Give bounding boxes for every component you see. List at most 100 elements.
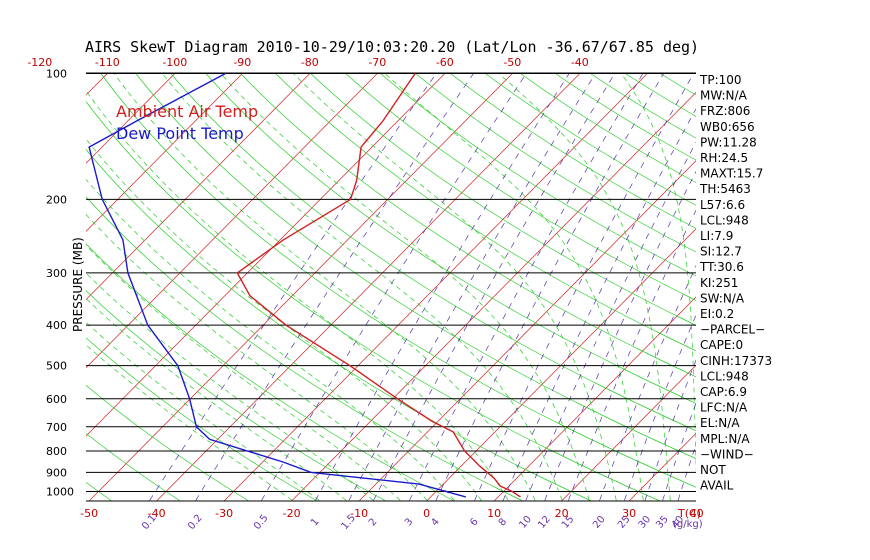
pressure-tick-label: 300 — [46, 267, 67, 280]
mixing-ratio-line — [315, 73, 570, 501]
dry-adiabat-line — [240, 73, 696, 378]
isotherm-line — [764, 73, 870, 501]
dry-adiabat-line — [0, 73, 43, 501]
dry-adiabat-line — [205, 73, 696, 404]
mixing-ratio-tick-label: 10 — [517, 514, 534, 531]
isotherm-line — [86, 73, 446, 437]
mixing-ratio-unit: (g/kg) — [673, 519, 703, 530]
pressure-tick-label: 500 — [46, 360, 67, 373]
dry-adiabat-line — [86, 384, 249, 501]
mixing-ratio-line — [348, 73, 596, 501]
mixing-ratio-line — [409, 73, 644, 501]
dry-adiabat-line — [484, 73, 696, 206]
mixing-ratio-line — [502, 108, 696, 501]
bottom-temp-tick-label: 30 — [622, 507, 636, 520]
mixing-ratio-tick-label: 8 — [497, 516, 510, 528]
moist-adiabat-line — [86, 244, 401, 501]
index-item: TT:30.6 — [699, 260, 744, 274]
mixing-ratio-tick-label: 2 — [367, 516, 380, 528]
pressure-tick-label: 700 — [46, 421, 67, 434]
mixing-ratio-line — [149, 73, 437, 501]
ambient-air-temp-line — [236, 73, 521, 498]
index-item: LI:7.9 — [700, 229, 733, 243]
dry-adiabat-line — [86, 337, 318, 501]
mixing-ratio-line — [568, 209, 696, 501]
top-temp-tick-label: -110 — [95, 56, 120, 69]
series-layer — [88, 73, 521, 498]
mixing-ratio-tick-label: 0.2 — [186, 513, 205, 532]
index-item: −WIND− — [700, 447, 754, 461]
index-item: WB0:656 — [700, 120, 755, 134]
index-item: KI:251 — [700, 276, 738, 290]
dry-adiabat-line — [86, 196, 524, 501]
bottom-temp-tick-label: -40 — [148, 507, 166, 520]
index-item: MW:N/A — [700, 89, 748, 103]
legend-ambient-air-temp: Ambient Air Temp — [116, 102, 258, 121]
pressure-tick-label: 600 — [46, 393, 67, 406]
index-item: AVAIL — [700, 479, 734, 493]
pressure-tick-label: 900 — [46, 466, 67, 479]
dry-adiabat-line — [379, 73, 696, 277]
isotherm-line — [223, 73, 649, 501]
dry-adiabat-line — [135, 73, 696, 459]
dry-adiabat-line — [554, 73, 696, 161]
top-temp-tick-label: -100 — [162, 56, 187, 69]
moist-adiabat-line — [620, 73, 696, 474]
mixing-ratio-tick-label: 6 — [468, 516, 481, 528]
mixing-ratio-line — [195, 73, 474, 501]
index-item: RH:24.5 — [700, 151, 748, 165]
dry-adiabat-line — [274, 73, 696, 352]
mixing-ratio-tick-label: 20 — [591, 514, 608, 531]
index-item: SW:N/A — [700, 291, 745, 305]
mixing-ratio-line — [435, 73, 664, 501]
bottom-temp-tick-label: 10 — [487, 507, 501, 520]
mixing-ratio-tick-label: 30 — [637, 514, 654, 531]
index-item: LCL:948 — [700, 369, 749, 383]
dry-adiabat-line — [86, 100, 661, 501]
index-item: MAXT:15.7 — [700, 167, 763, 181]
mixing-ratio-tick-label: 1 — [309, 516, 322, 528]
dry-adiabat-line — [170, 73, 696, 432]
isotherm-line — [0, 73, 40, 501]
bottom-temp-tick-label: -20 — [283, 507, 301, 520]
mixing-ratio-tick-label: 0.5 — [252, 513, 271, 532]
index-item: LFC:N/A — [700, 401, 748, 415]
dry-adiabat-line — [414, 73, 696, 253]
isotherm-line — [156, 73, 581, 501]
index-item: TP:100 — [699, 73, 742, 87]
top-temp-tick-label: -50 — [503, 56, 521, 69]
dry-adiabat-line — [449, 73, 696, 229]
dry-adiabat-line — [344, 73, 696, 301]
pressure-tick-label: 800 — [46, 445, 67, 458]
pressure-tick-label: 200 — [46, 193, 67, 206]
index-item: −PARCEL− — [700, 323, 765, 337]
isotherm-line — [86, 73, 244, 232]
moist-adiabat-line — [86, 213, 428, 501]
isotherm-line — [86, 73, 311, 301]
mixing-ratio-tick-label: 3 — [403, 516, 416, 528]
index-item: MPL:N/A — [700, 432, 750, 446]
pressure-tick-label: 100 — [46, 68, 67, 81]
bottom-temp-tick-label: 20 — [555, 507, 569, 520]
mixing-ratio-line — [525, 141, 696, 501]
isotherm-line — [86, 73, 109, 96]
moist-adiabat-line — [86, 178, 455, 501]
chart-title: AIRS SkewT Diagram 2010-10-29/10:03:20.2… — [85, 38, 699, 56]
index-item: EI:0.2 — [700, 307, 734, 321]
mixing-ratio-line — [373, 73, 616, 501]
moist-adiabat-line — [113, 73, 536, 501]
index-item: NOT — [700, 463, 726, 477]
index-item: FRZ:806 — [700, 104, 750, 118]
index-item: EL:N/A — [700, 416, 740, 430]
mixing-ratio-tick-label: 12 — [536, 514, 553, 531]
moist-adiabat-line — [86, 272, 374, 501]
pressure-tick-label: 400 — [46, 319, 67, 332]
bottom-temp-tick-label: -10 — [350, 507, 368, 520]
mixing-ratio-tick-label: 35 — [654, 514, 671, 531]
grid-layer — [0, 73, 870, 501]
isotherm-line — [291, 92, 696, 501]
mixing-ratio-line — [544, 170, 696, 501]
